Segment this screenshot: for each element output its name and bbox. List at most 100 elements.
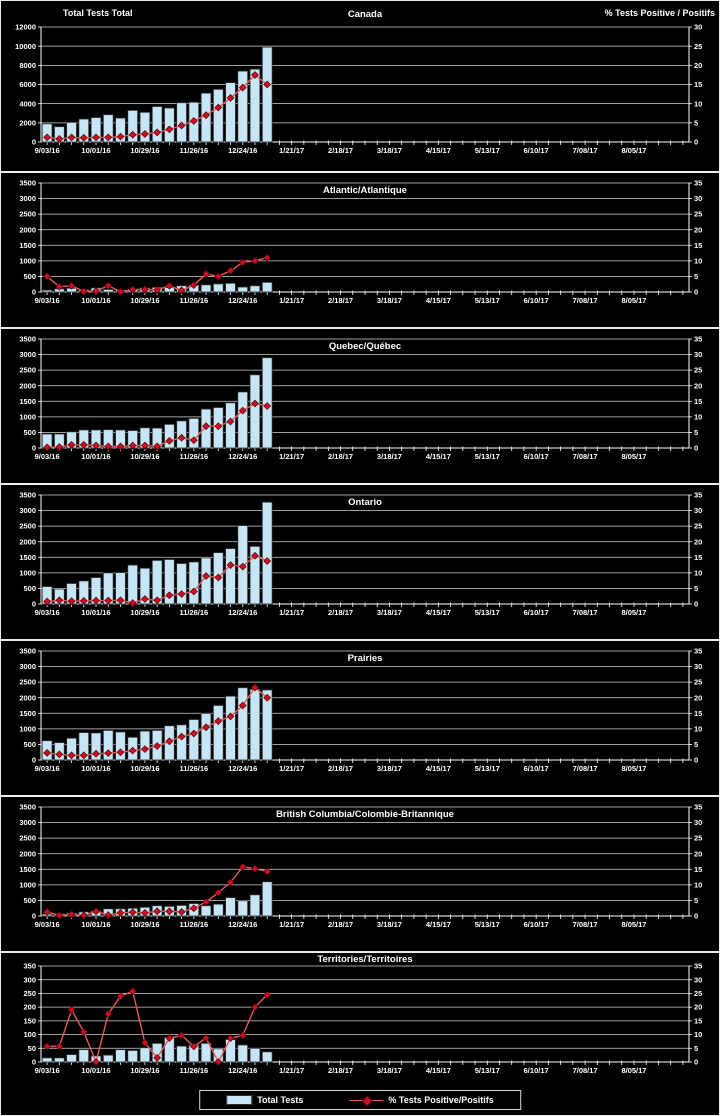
right-axis-tick-label: 30	[694, 350, 702, 359]
x-axis-tick-label: 3/18/17	[377, 764, 402, 773]
diamond-marker-icon	[214, 888, 223, 897]
left-axis-tick-label: 3500	[19, 179, 36, 188]
bar	[164, 559, 175, 605]
diamond-marker-icon	[55, 911, 64, 920]
x-axis-labels: 9/03/16 10/01/16 10/29/16 11/26/16 12/24/16 1…	[35, 764, 647, 773]
left-axis-tick-label: 0	[32, 288, 36, 297]
x-axis-tick-label: 4/15/17	[426, 608, 451, 617]
diamond-marker-icon	[153, 907, 162, 916]
right-axis-tick-label: 10	[694, 568, 702, 577]
x-axis-tick-label: 12/24/16	[228, 764, 257, 773]
diamond-marker-icon	[153, 285, 162, 294]
diamond-marker-icon	[153, 742, 162, 750]
x-axis-tick-label: 6/10/17	[524, 920, 549, 929]
legend-pct-positive-label: % Tests Positive/Positifs	[388, 1095, 494, 1105]
x-axis-tick-label: 2/18/17	[328, 764, 353, 773]
bar	[66, 121, 77, 143]
diamond-marker-icon	[226, 266, 235, 275]
chart-area: 0 500 1000 1500 2000 2500 3000 3500 0 5 10 15 20 25 30…	[1, 641, 719, 795]
total-tests-bars	[41, 357, 273, 449]
diamond-marker-icon	[141, 130, 149, 138]
right-axis-tick-label: 15	[694, 80, 702, 89]
diamond-marker-icon	[43, 908, 52, 916]
diamond-marker-icon	[128, 130, 137, 139]
left-axis-title: Total Tests Total	[63, 8, 133, 18]
gridlines	[41, 965, 689, 1063]
diamond-marker-icon	[177, 732, 186, 741]
left-axis-tick-label: 3000	[19, 350, 36, 359]
x-axis-tick-label: 8/05/17	[621, 452, 646, 461]
x-axis-tick-label: 5/13/17	[475, 764, 500, 773]
left-axis-tick-label: 0	[32, 756, 36, 765]
left-axis-tick-label: 1500	[19, 553, 36, 562]
left-axis: 0 50 100 150 200 250 300 350	[23, 962, 41, 1067]
diamond-marker-icon	[153, 442, 162, 451]
right-axis-tick-label: 35	[694, 962, 702, 971]
left-axis-tick-label: 50	[28, 1044, 36, 1053]
x-axis-tick-label: 9/03/16	[35, 296, 60, 305]
x-axis-tick-label: 4/15/17	[426, 920, 451, 929]
bar	[225, 402, 236, 449]
chart-area: 0 2000 4000 6000 8000 10000 12000 0 5 10 15 20 25 30 9…	[1, 1, 719, 171]
bar	[225, 1039, 236, 1063]
bar	[249, 894, 261, 917]
diamond-marker-icon	[92, 907, 100, 916]
bar	[90, 732, 102, 761]
line-diamond-swatch-icon	[349, 1095, 384, 1107]
x-axis-tick-label: 3/18/17	[377, 146, 402, 155]
x-axis-tick-label: 3/18/17	[377, 296, 402, 305]
bar	[102, 730, 114, 761]
right-axis-tick-label: 5	[694, 118, 698, 127]
left-axis-tick-label: 1000	[19, 256, 36, 265]
diamond-marker-icon	[79, 287, 88, 296]
x-axis-tick-label: 8/05/17	[621, 296, 646, 305]
bar	[249, 285, 261, 293]
x-axis-tick-label: 7/08/17	[573, 146, 598, 155]
diamond-marker-icon	[189, 904, 198, 913]
left-axis-tick-label: 500	[23, 272, 36, 281]
x-axis-tick-label: 3/18/17	[377, 920, 402, 929]
chart-svg: 0 50 100 150 200 250 300 350 0 5 10 15 20 25 30 35 9/03/…	[23, 954, 702, 1075]
x-axis-tick-label: 11/26/16	[179, 920, 208, 929]
x-axis-tick-label: 9/03/16	[35, 146, 60, 155]
diamond-marker-icon	[79, 440, 88, 449]
diamond-marker-icon	[238, 562, 247, 571]
left-axis-tick-label: 1000	[19, 412, 36, 421]
diamond-marker-icon	[238, 258, 247, 267]
bar	[41, 123, 53, 143]
chart-area: 0 50 100 150 200 250 300 350 0 5 10 15 20 25 30 35 9/03/…	[1, 953, 719, 1115]
right-axis-tick-label: 25	[694, 210, 702, 219]
left-axis-tick-label: 12000	[15, 23, 36, 32]
diamond-marker-icon	[43, 133, 52, 142]
diamond-marker-icon	[177, 908, 186, 916]
left-axis-tick-label: 3500	[19, 803, 36, 812]
left-axis-tick-label: 150	[23, 1016, 36, 1025]
right-axis-tick-label: 20	[694, 381, 702, 390]
x-axis-tick-label: 7/08/17	[573, 608, 598, 617]
diamond-marker-icon	[189, 1042, 198, 1051]
x-axis-tick-label: 6/10/17	[524, 764, 549, 773]
chart-svg: 0 500 1000 1500 2000 2500 3000 3500 0 5 10 15 20 25 30…	[19, 179, 702, 305]
chart-svg: 0 500 1000 1500 2000 2500 3000 3500 0 5 10 15 20 25 30…	[19, 491, 702, 617]
left-axis-tick-label: 500	[23, 740, 36, 749]
left-axis-tick-label: 1000	[19, 724, 36, 733]
chart-svg: 0 500 1000 1500 2000 2500 3000 3500 0 5 10 15 20 25 30…	[19, 647, 702, 773]
diamond-marker-icon	[104, 442, 113, 451]
diamond-marker-icon	[128, 746, 137, 755]
panel-title: Prairies	[348, 653, 383, 664]
right-axis-tick-label: 25	[694, 522, 702, 531]
x-axis-tick-label: 10/29/16	[130, 1066, 159, 1075]
diamond-marker-icon	[189, 729, 198, 738]
diamond-marker-icon	[177, 286, 186, 295]
x-axis-tick-label: 5/13/17	[475, 296, 500, 305]
x-axis-tick-label: 10/29/16	[130, 764, 159, 773]
diamond-marker-icon	[92, 1058, 100, 1066]
left-axis: 0 500 1000 1500 2000 2500 3000 3500	[19, 647, 41, 765]
x-axis-tick-label: 9/03/16	[35, 452, 60, 461]
diamond-marker-icon	[165, 281, 174, 290]
diamond-marker-icon	[165, 737, 174, 746]
diamond-marker-icon	[92, 749, 100, 758]
left-axis-tick-label: 3000	[19, 818, 36, 827]
diamond-marker-icon	[55, 443, 64, 451]
left-axis-tick-label: 2000	[19, 381, 36, 390]
